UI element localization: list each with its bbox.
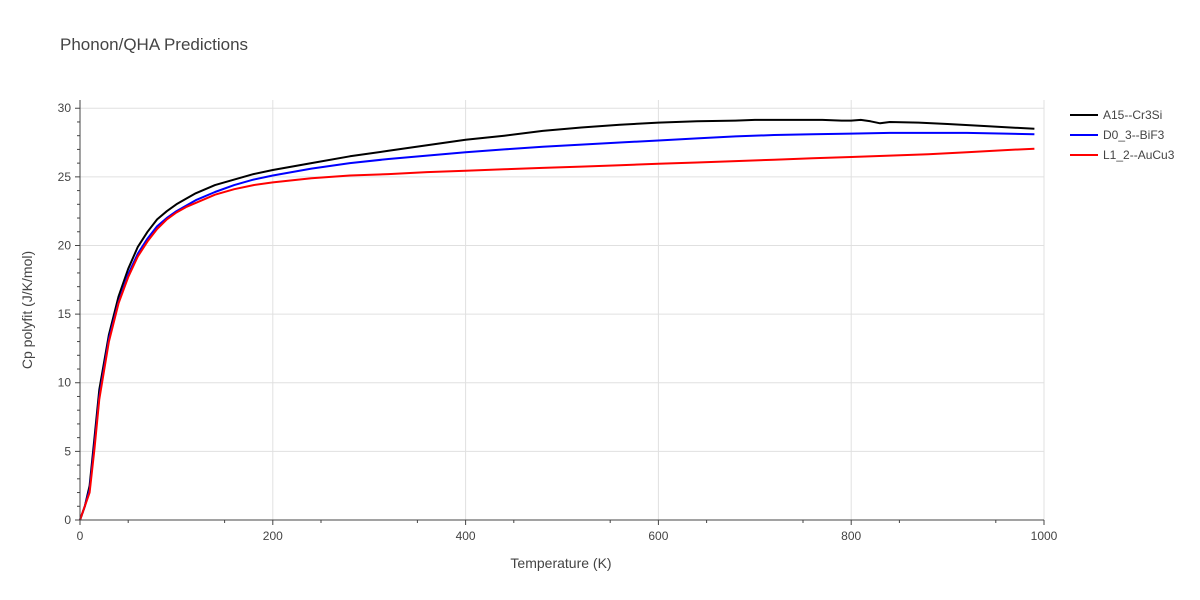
x-tick-label: 1000 xyxy=(1031,529,1058,543)
legend-item[interactable]: D0_3--BiF3 xyxy=(1070,128,1165,142)
y-axis-title: Cp polyfit (J/K/mol) xyxy=(19,251,35,369)
y-tick-label: 5 xyxy=(64,444,71,458)
grid-layer xyxy=(80,100,1045,520)
series-line xyxy=(79,131,1035,521)
x-tick-label: 400 xyxy=(456,529,476,543)
chart-title: Phonon/QHA Predictions xyxy=(60,35,248,54)
legend-label: D0_3--BiF3 xyxy=(1103,128,1165,142)
x-axis-title: Temperature (K) xyxy=(510,555,611,571)
x-tick-label: 0 xyxy=(77,529,84,543)
series-layer xyxy=(79,118,1035,521)
series-line xyxy=(79,147,1035,521)
x-tick-label: 800 xyxy=(841,529,861,543)
legend-item[interactable]: L1_2--AuCu3 xyxy=(1070,148,1175,162)
series-line xyxy=(79,118,1035,521)
y-tick-label: 20 xyxy=(58,238,72,252)
y-tick-label: 10 xyxy=(58,376,72,390)
legend: A15--Cr3Si D0_3--BiF3 L1_2--AuCu3 xyxy=(1070,108,1175,162)
y-tick-label: 30 xyxy=(58,101,72,115)
y-tick-label: 25 xyxy=(58,170,72,184)
axes-layer: 0 200 400 600 800 1000 0 5 10 15 20 25 30 xyxy=(58,100,1058,543)
legend-label: A15--Cr3Si xyxy=(1103,108,1162,122)
y-tick-label: 0 xyxy=(64,513,71,527)
legend-item[interactable]: A15--Cr3Si xyxy=(1070,108,1162,122)
y-tick-label: 15 xyxy=(58,307,72,321)
legend-label: L1_2--AuCu3 xyxy=(1103,148,1175,162)
x-tick-label: 200 xyxy=(263,529,283,543)
x-tick-label: 600 xyxy=(648,529,668,543)
